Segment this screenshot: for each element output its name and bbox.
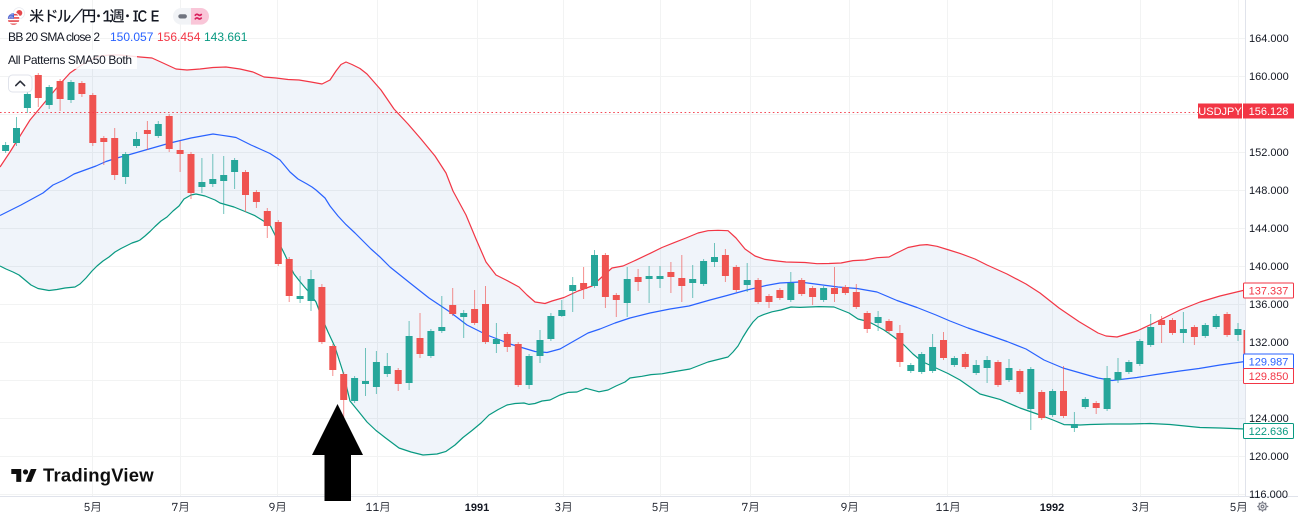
svg-text:1991: 1991 [465, 502, 489, 514]
svg-text:USDJPY: USDJPY [1198, 106, 1242, 118]
svg-text:143.661: 143.661 [204, 30, 248, 44]
svg-text:136.000: 136.000 [1249, 299, 1289, 311]
svg-text:150.057: 150.057 [110, 30, 154, 44]
svg-text:152.000: 152.000 [1249, 147, 1289, 159]
svg-text:129.850: 129.850 [1249, 371, 1289, 383]
svg-text:122.636: 122.636 [1249, 426, 1289, 438]
svg-text:TradingView: TradingView [43, 465, 154, 486]
svg-text:116.000: 116.000 [1249, 489, 1288, 501]
svg-text:156.454: 156.454 [157, 30, 201, 44]
svg-text:All Patterns SMA50 Both: All Patterns SMA50 Both [8, 53, 132, 67]
svg-text:164.000: 164.000 [1249, 33, 1289, 45]
svg-text:124.000: 124.000 [1249, 413, 1289, 425]
svg-text:129.987: 129.987 [1249, 357, 1289, 369]
svg-text:BB 20 SMA close 2: BB 20 SMA close 2 [8, 30, 100, 44]
svg-text:132.000: 132.000 [1249, 337, 1289, 349]
svg-text:1992: 1992 [1040, 502, 1064, 514]
svg-text:156.128: 156.128 [1249, 106, 1289, 118]
svg-text:160.000: 160.000 [1249, 71, 1289, 83]
svg-text:137.337: 137.337 [1249, 286, 1289, 298]
svg-text:140.000: 140.000 [1249, 261, 1289, 273]
svg-text:144.000: 144.000 [1249, 223, 1289, 235]
svg-text:120.000: 120.000 [1249, 451, 1289, 463]
svg-text:148.000: 148.000 [1249, 185, 1289, 197]
